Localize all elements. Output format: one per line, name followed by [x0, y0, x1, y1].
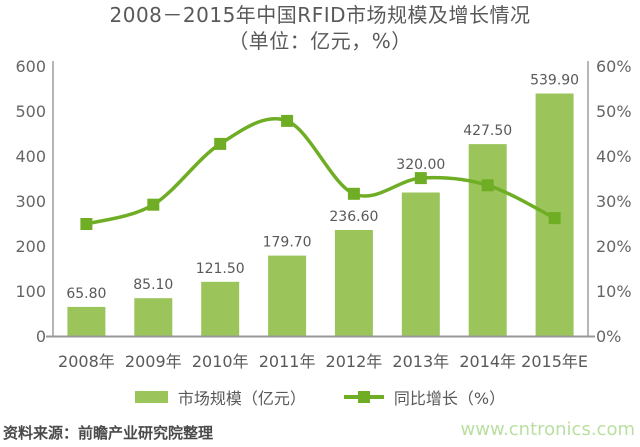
growth-line: [84, 117, 557, 226]
bar-value-label-2010年: 121.50: [196, 261, 245, 277]
bar-value-label-2008年: 65.80: [66, 286, 106, 302]
legend-item-growth: 同比增长（%）: [343, 385, 506, 409]
x-axis-label-2009年: 2009年: [125, 352, 182, 371]
x-axis-label-2013年: 2013年: [392, 352, 449, 371]
chart-title: 2008－2015年中国RFID市场规模及增长情况: [109, 3, 531, 27]
line-marker-2014年: [481, 179, 494, 192]
legend: 市场规模（亿元） 同比增长（%）: [0, 385, 640, 409]
legend-item-market-size: 市场规模（亿元）: [134, 385, 306, 409]
right-axis-tick-40%: 40%: [596, 147, 632, 166]
right-axis-tick-0%: 0%: [596, 327, 621, 346]
x-axis-label-2014年: 2014年: [459, 352, 516, 371]
line-marker-2011年: [281, 114, 294, 127]
x-axis-label-2010年: 2010年: [192, 352, 249, 371]
bar-value-label-2011年: 179.70: [263, 235, 312, 251]
x-axis-label-2012年: 2012年: [326, 352, 383, 371]
bar-value-label-2013年: 320.00: [396, 157, 445, 173]
chart-subtitle: （单位：亿元，%）: [228, 29, 412, 53]
right-axis-tick-60%: 60%: [596, 57, 632, 76]
right-axis-tick-50%: 50%: [596, 102, 632, 121]
right-axis-tick-30%: 30%: [596, 192, 632, 211]
x-axis-label-2011年: 2011年: [259, 352, 316, 371]
bar-2014年: [468, 144, 507, 337]
left-axis-tick-500: 500: [15, 102, 46, 121]
left-axis-tick-100: 100: [15, 282, 46, 301]
bar-2010年: [201, 281, 240, 337]
data-source-note: 资料来源：前瞻产业研究院整理: [3, 424, 214, 442]
line-marker-2008年: [80, 218, 93, 230]
line-marker-2012年: [347, 187, 360, 200]
line-marker-2015年E: [548, 212, 561, 225]
right-axis-tick-10%: 10%: [596, 282, 632, 301]
bar-value-label-2012年: 236.60: [329, 209, 378, 225]
line-marker-2009年: [147, 198, 160, 211]
legend-label: 市场规模（亿元）: [177, 389, 306, 408]
bar-value-label-2014年: 427.50: [463, 123, 512, 139]
right-axis-tick-20%: 20%: [596, 237, 632, 256]
left-axis-tick-400: 400: [15, 147, 46, 166]
bar-series-swatch: [134, 391, 168, 403]
x-axis-label-2015年E: 2015年E: [521, 352, 588, 371]
left-axis-tick-600: 600: [15, 57, 46, 76]
bar-2012年: [334, 230, 373, 337]
line-marker-2010年: [214, 137, 227, 150]
x-axis-label-2008年: 2008年: [58, 352, 115, 371]
left-axis-tick-0: 0: [36, 327, 46, 346]
line-series-swatch: [343, 391, 384, 403]
bar-2008年: [67, 306, 106, 337]
combo-chart: 0 100 200 300 400 500 600 0% 10% 20% 30% 40% 50% 60% 2…: [15, 57, 632, 371]
legend-label: 同比增长（%）: [393, 389, 506, 408]
website-link[interactable]: www.cntronics.com: [460, 419, 635, 440]
bar-2011年: [268, 255, 307, 337]
left-axis-tick-300: 300: [15, 192, 46, 211]
bar-2009年: [134, 298, 173, 337]
bar-2013年: [401, 192, 440, 337]
bar-value-label-2015年E: 539.90: [530, 73, 579, 89]
bar-value-label-2009年: 85.10: [133, 277, 173, 293]
line-marker-2013年: [414, 172, 427, 185]
left-axis-tick-200: 200: [15, 237, 46, 256]
